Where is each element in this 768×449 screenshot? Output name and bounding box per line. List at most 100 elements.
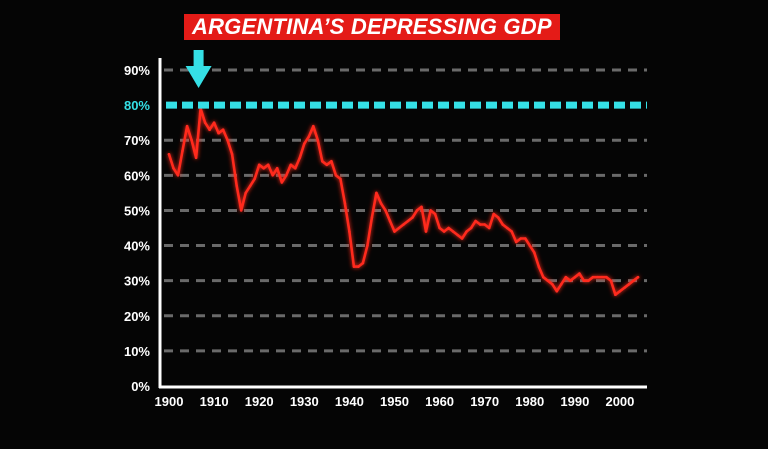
x-tick-label: 2000 [605, 394, 634, 409]
data-point [424, 230, 428, 233]
data-point [397, 226, 401, 230]
data-point [343, 202, 347, 205]
data-point [321, 160, 324, 163]
data-point [465, 230, 468, 233]
data-point [339, 177, 342, 181]
data-point [375, 191, 378, 195]
data-point [248, 184, 252, 188]
data-point [388, 219, 392, 223]
data-point [456, 233, 459, 237]
data-point [551, 282, 554, 286]
data-point [239, 209, 243, 212]
data-point [560, 282, 563, 286]
data-point [505, 226, 509, 230]
data-point [587, 279, 590, 283]
data-point [429, 209, 432, 212]
data-point [546, 279, 550, 283]
data-point [411, 216, 414, 219]
data-point [361, 261, 365, 265]
data-point [334, 174, 338, 177]
data-point [433, 212, 437, 216]
data-point [478, 223, 482, 226]
data-point [330, 160, 333, 163]
data-point [528, 244, 532, 247]
data-point [578, 272, 581, 275]
data-point [514, 240, 518, 244]
series-line [167, 107, 640, 297]
data-point [533, 251, 536, 254]
data-point [379, 202, 383, 205]
data-point [614, 293, 617, 297]
down-arrow-icon [185, 50, 212, 88]
data-point [357, 265, 360, 268]
data-point [537, 265, 541, 268]
data-point [194, 156, 198, 160]
data-point [221, 128, 225, 131]
data-point [609, 279, 613, 283]
data-point [474, 219, 477, 223]
data-point [496, 216, 500, 219]
data-point [167, 153, 171, 156]
data-point [406, 219, 410, 223]
y-tick-label: 0% [131, 379, 150, 394]
data-point [596, 275, 599, 279]
x-tick-label: 1950 [380, 394, 409, 409]
y-tick-label: 20% [124, 309, 150, 324]
data-point [271, 174, 275, 177]
data-point [415, 209, 419, 212]
data-point [627, 282, 631, 286]
data-point [190, 138, 193, 142]
data-point [591, 275, 595, 279]
data-point [469, 226, 473, 230]
data-point [366, 244, 369, 247]
data-point [492, 212, 496, 216]
data-point [402, 223, 405, 226]
x-tick-label: 1910 [200, 394, 229, 409]
data-point [442, 230, 446, 233]
data-point [208, 128, 211, 131]
data-point [230, 153, 234, 156]
data-point [510, 230, 513, 233]
data-point [370, 216, 374, 219]
data-point [623, 286, 626, 290]
y-tick-label: 40% [124, 239, 150, 254]
data-point [303, 142, 306, 145]
y-tick-label: 60% [124, 168, 150, 183]
data-point [172, 167, 175, 170]
data-point [235, 184, 238, 188]
x-tick-label: 1920 [245, 394, 274, 409]
x-tick-label: 1930 [290, 394, 319, 409]
x-tick-label: 1970 [470, 394, 499, 409]
data-point [573, 275, 577, 279]
data-point [253, 177, 256, 181]
data-point [519, 237, 522, 240]
data-point [285, 174, 288, 177]
x-tick-label: 1990 [560, 394, 589, 409]
data-point [569, 279, 572, 283]
data-point [524, 237, 527, 240]
data-point [460, 237, 464, 240]
data-point [483, 223, 487, 226]
data-point [212, 121, 216, 124]
data-point [280, 181, 284, 184]
data-point [451, 230, 455, 233]
data-point [176, 174, 180, 177]
y-tick-label: 30% [124, 274, 150, 289]
data-point [420, 205, 423, 209]
data-point [605, 275, 608, 279]
data-point [217, 131, 220, 135]
x-tick-label: 1900 [155, 394, 184, 409]
x-tick-label: 1960 [425, 394, 454, 409]
data-point [289, 163, 293, 167]
data-point [348, 230, 351, 233]
data-point [181, 149, 184, 153]
x-tick-label: 1980 [515, 394, 544, 409]
data-point [298, 156, 302, 160]
data-point [501, 223, 505, 226]
y-tick-label: 80% [124, 98, 150, 113]
data-point [384, 209, 387, 212]
data-point [203, 121, 207, 124]
data-point [555, 289, 559, 293]
y-tick-label: 50% [124, 203, 150, 218]
data-point [316, 138, 320, 142]
